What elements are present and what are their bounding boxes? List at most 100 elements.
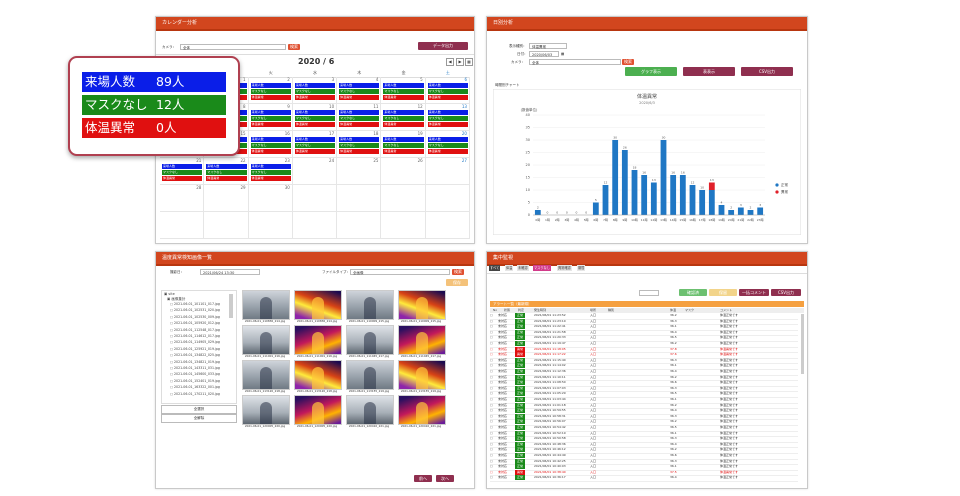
calendar-day-cell[interactable]: 26 xyxy=(381,158,426,185)
table-row[interactable]: ▢ 未対応 正常 2021/06/01 11:15:40 入口 36.3 体温正常です xyxy=(490,357,798,365)
daily-camera-select[interactable]: 全体 xyxy=(529,59,621,65)
camera-image-thumbnail[interactable] xyxy=(242,395,290,425)
calendar-day-cell[interactable]: 18 来場人数 マスクなし 体温異常 xyxy=(337,131,382,158)
table-row[interactable]: ▢ 未対応 正常 2021/06/01 10:56:07 入口 36.2 体温正常です xyxy=(490,419,798,426)
calendar-day-cell[interactable]: 23 来場人数 マスクなし 体温異常 xyxy=(248,158,293,185)
calendar-day-cell[interactable]: 28 xyxy=(160,185,205,212)
table-row[interactable]: ▢ 未対応 正常 2021/06/01 10:42:25 入口 36.3 体温正常です xyxy=(490,458,798,466)
calendar-day-cell[interactable]: 27 xyxy=(425,158,470,185)
filter-tab[interactable]: すべて xyxy=(489,265,501,271)
calendar-day-cell[interactable] xyxy=(425,212,470,239)
file-list-item[interactable]: ▢ 2021-06-01_114905_029.jpg xyxy=(170,340,220,345)
row-checkbox[interactable]: ▢ xyxy=(490,385,493,390)
calendar-day-cell[interactable]: 22 来場人数 マスクなし 体温異常 xyxy=(204,158,249,185)
table-row[interactable]: ▢ 未対応 正常 2021/06/01 11:20:33 入口 36.5 体温正常です xyxy=(490,335,798,342)
calendar-day-cell[interactable]: 11 来場人数 マスクなし 体温異常 xyxy=(337,104,382,131)
table-row[interactable]: ▢ 未対応 正常 2021/06/01 10:48:36 入口 36.4 体温正常です xyxy=(490,441,798,449)
calendar-day-cell[interactable] xyxy=(337,212,382,239)
image-search-button[interactable]: 検索 xyxy=(452,269,464,275)
table-row[interactable]: ▢ 未対応 異常 2021/06/01 11:18:05 入口 37.8 体温異常です xyxy=(490,346,798,354)
table-row[interactable]: ▢ 未対応 正常 2021/06/01 11:01:18 入口 36.2 体温正常です xyxy=(490,402,798,410)
row-checkbox[interactable]: ▢ xyxy=(490,329,493,334)
filter-tab[interactable]: 期間 xyxy=(577,265,586,271)
file-list-item[interactable]: ▢ 2021-06-01_102530_009.jpg xyxy=(170,314,220,319)
calendar-day-cell[interactable]: 16 来場人数 マスクなし 体温異常 xyxy=(248,131,293,158)
filter-tab[interactable]: 異常確認 xyxy=(557,265,572,271)
row-checkbox[interactable]: ▢ xyxy=(490,464,493,469)
table-row[interactable]: ▢ 未対応 正常 2021/06/01 11:03:44 入口 36.1 体温正常です xyxy=(490,397,798,404)
hold-button[interactable]: 保留 xyxy=(709,289,737,296)
camera-image-thumbnail[interactable] xyxy=(346,290,394,320)
row-checkbox[interactable]: ▢ xyxy=(490,447,493,452)
table-row[interactable]: ▢ 未対応 正常 2021/06/01 11:07:03 入口 36.3 体温正常です xyxy=(490,385,798,393)
row-checkbox[interactable]: ▢ xyxy=(490,363,493,368)
table-row[interactable]: ▢ 未対応 正常 2021/06/01 10:36:17 入口 36.4 体温正常です xyxy=(490,475,798,482)
camera-image-thumbnail[interactable] xyxy=(346,360,394,390)
table-row[interactable]: ▢ 未対応 正常 2021/06/01 11:08:50 入口 36.6 体温正常です xyxy=(490,380,798,387)
file-list-item[interactable]: ▢ 2021-06-01_105920_012.jpg xyxy=(170,321,220,326)
calendar-day-cell[interactable] xyxy=(204,212,249,239)
table-row[interactable]: ▢ 未対応 正常 2021/06/01 11:23:10 入口 36.3 体温正常です xyxy=(490,318,798,326)
calendar-day-cell[interactable]: 13 来場人数 マスクなし 体温異常 xyxy=(425,104,470,131)
confirm-button[interactable]: 確認済 xyxy=(679,289,707,296)
file-list-item[interactable]: ▢ 2021-06-01_112548_017.jpg xyxy=(170,327,220,332)
calendar-day-cell[interactable] xyxy=(160,212,205,239)
prev-page-button[interactable]: 前へ xyxy=(414,475,432,482)
filter-tab[interactable]: マスクなし xyxy=(533,265,551,271)
calendar-day-cell[interactable] xyxy=(292,185,338,212)
file-list-item[interactable]: ▢ 2021-06-01_125921_019.jpg xyxy=(170,346,220,351)
status-filter-select[interactable] xyxy=(639,290,659,296)
table-row[interactable]: ▢ 未対応 正常 2021/06/01 10:40:03 入口 36.1 体温正常です xyxy=(490,464,798,471)
file-list-item[interactable]: ▢ 2021-06-01_145600_033.jpg xyxy=(170,372,220,377)
calendar-day-cell[interactable] xyxy=(381,185,426,212)
calendar-day-cell[interactable]: 10 来場人数 マスクなし 体温異常 xyxy=(292,104,338,131)
row-checkbox[interactable]: ▢ xyxy=(490,430,493,435)
row-checkbox[interactable]: ▢ xyxy=(490,346,493,351)
camera-image-thumbnail[interactable] xyxy=(242,290,290,320)
thermal-image-thumbnail[interactable] xyxy=(294,290,342,320)
monitor-csv-button[interactable]: CSV出力 xyxy=(771,289,801,296)
thermal-image-thumbnail[interactable] xyxy=(398,360,446,390)
calendar-day-cell[interactable]: 19 来場人数 マスクなし 体温異常 xyxy=(381,131,426,158)
table-row[interactable]: ▢ 未対応 正常 2021/06/01 11:19:47 入口 36.2 体温正常です xyxy=(490,341,798,348)
camera-image-thumbnail[interactable] xyxy=(242,360,290,390)
calendar-day-cell[interactable] xyxy=(425,185,470,212)
calendar-day-cell[interactable]: 17 来場人数 マスクなし 体温異常 xyxy=(292,131,338,158)
thermal-image-thumbnail[interactable] xyxy=(294,395,342,425)
calendar-day-cell[interactable]: 25 xyxy=(337,158,382,185)
table-row[interactable]: ▢ 未対応 正常 2021/06/01 10:54:42 入口 36.5 体温正常です xyxy=(490,425,798,432)
row-checkbox[interactable]: ▢ xyxy=(490,397,493,401)
camera-image-thumbnail[interactable] xyxy=(346,325,394,355)
csv-output-button[interactable]: CSV出力 xyxy=(741,67,793,76)
table-row[interactable]: ▢ 未対応 正常 2021/06/01 11:22:41 入口 36.1 体温正常です xyxy=(490,324,798,331)
calendar-day-cell[interactable]: 12 来場人数 マスクなし 体温異常 xyxy=(381,104,426,131)
table-row[interactable]: ▢ 未対応 正常 2021/06/01 11:14:02 入口 36.1 体温正常です xyxy=(490,363,798,370)
bulk-comment-button[interactable]: 一括コメント xyxy=(739,289,769,296)
graph-view-button[interactable]: グラフ表示 xyxy=(625,67,677,76)
file-list-item[interactable]: ▢ 2021-06-01_143311_031.jpg xyxy=(170,366,220,370)
table-view-button[interactable]: 表表示 xyxy=(683,67,735,76)
calendar-day-cell[interactable]: 2 来場人数 マスクなし 体温異常 xyxy=(248,77,293,104)
filter-tab[interactable]: 体温 xyxy=(505,265,514,271)
file-list-item[interactable]: ▢ 2021-06-01_170211_020.jpg xyxy=(170,391,220,396)
calendar-day-cell[interactable]: 20 来場人数 マスクなし 体温異常 xyxy=(425,131,470,158)
row-checkbox[interactable]: ▢ xyxy=(490,441,493,446)
table-row[interactable]: ▢ 未対応 正常 2021/06/01 10:52:19 入口 36.1 体温正常です xyxy=(490,430,798,438)
tree-root[interactable]: ▣ site xyxy=(164,292,175,296)
row-checkbox[interactable]: ▢ xyxy=(490,475,493,480)
row-checkbox[interactable]: ▢ xyxy=(490,425,493,429)
thermal-image-thumbnail[interactable] xyxy=(398,395,446,425)
row-checkbox[interactable]: ▢ xyxy=(490,469,493,474)
row-checkbox[interactable]: ▢ xyxy=(490,313,493,317)
calendar-export-button[interactable]: データ出力 xyxy=(418,42,468,50)
calendar-day-cell[interactable]: 9 来場人数 マスクなし 体温異常 xyxy=(248,104,293,131)
row-checkbox[interactable]: ▢ xyxy=(490,318,493,323)
filter-tab[interactable]: 未確認 xyxy=(517,265,529,271)
table-row[interactable]: ▢ 未対応 正常 2021/06/01 11:21:58 入口 36.4 体温正常です xyxy=(490,329,798,337)
calendar-day-cell[interactable] xyxy=(248,212,293,239)
calendar-day-cell[interactable]: 3 来場人数 マスクなし 体温異常 xyxy=(292,77,338,104)
row-checkbox[interactable]: ▢ xyxy=(490,419,493,424)
camera-select[interactable]: 全体 xyxy=(180,44,286,50)
calendar-day-cell[interactable]: 6 来場人数 マスクなし 体温異常 xyxy=(425,77,470,104)
next-month-icon[interactable]: ▶ xyxy=(456,58,464,66)
